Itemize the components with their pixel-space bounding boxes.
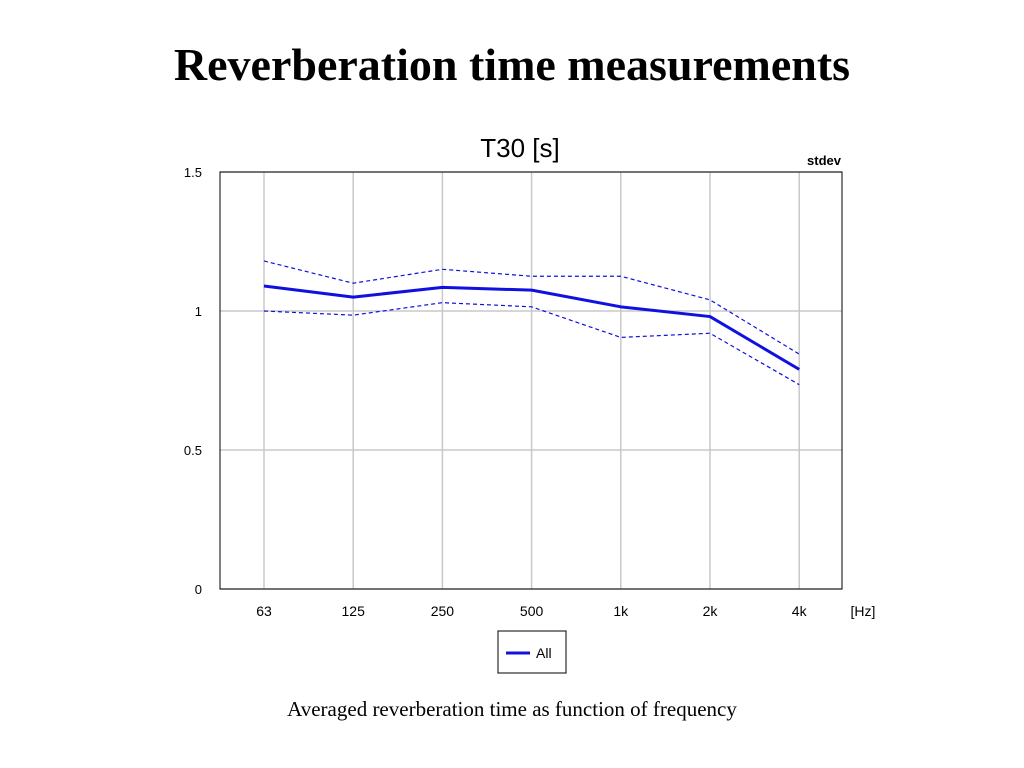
- x-tick-label: 4k: [792, 603, 808, 619]
- x-tick-label: 250: [431, 603, 455, 619]
- x-tick-label: 1k: [613, 603, 629, 619]
- x-tick-label: 125: [342, 603, 366, 619]
- chart-title: T30 [s]: [480, 133, 559, 163]
- y-tick-label: 0.5: [184, 443, 202, 458]
- t30-chart: T30 [s] stdev 0 0.5 1 1.5 63 125 250 500 1k 2k 4k…: [184, 133, 876, 674]
- plot-frame: [219, 171, 843, 590]
- stdev-label: stdev: [807, 153, 842, 168]
- grid-lines: [220, 171, 842, 590]
- mean-line: [263, 284, 800, 371]
- slide-title: Reverberation time measurements: [173, 39, 851, 90]
- y-tick-label: 0: [195, 582, 202, 597]
- x-tick-label: 2k: [703, 603, 719, 619]
- slide-caption: Averaged reverberation time as function …: [287, 697, 737, 721]
- x-unit-label: [Hz]: [851, 603, 876, 619]
- legend: All: [497, 630, 567, 674]
- x-tick-label: 63: [256, 603, 272, 619]
- y-tick-label: 1: [195, 304, 202, 319]
- x-tick-labels: 63 125 250 500 1k 2k 4k: [256, 603, 807, 619]
- y-tick-labels: 0 0.5 1 1.5: [184, 165, 202, 597]
- y-tick-label: 1.5: [184, 165, 202, 180]
- stdev-lower-line: [263, 302, 800, 386]
- stdev-upper-line: [263, 260, 800, 355]
- legend-label: All: [536, 645, 552, 661]
- series-lines: [263, 260, 800, 386]
- x-tick-label: 500: [520, 603, 544, 619]
